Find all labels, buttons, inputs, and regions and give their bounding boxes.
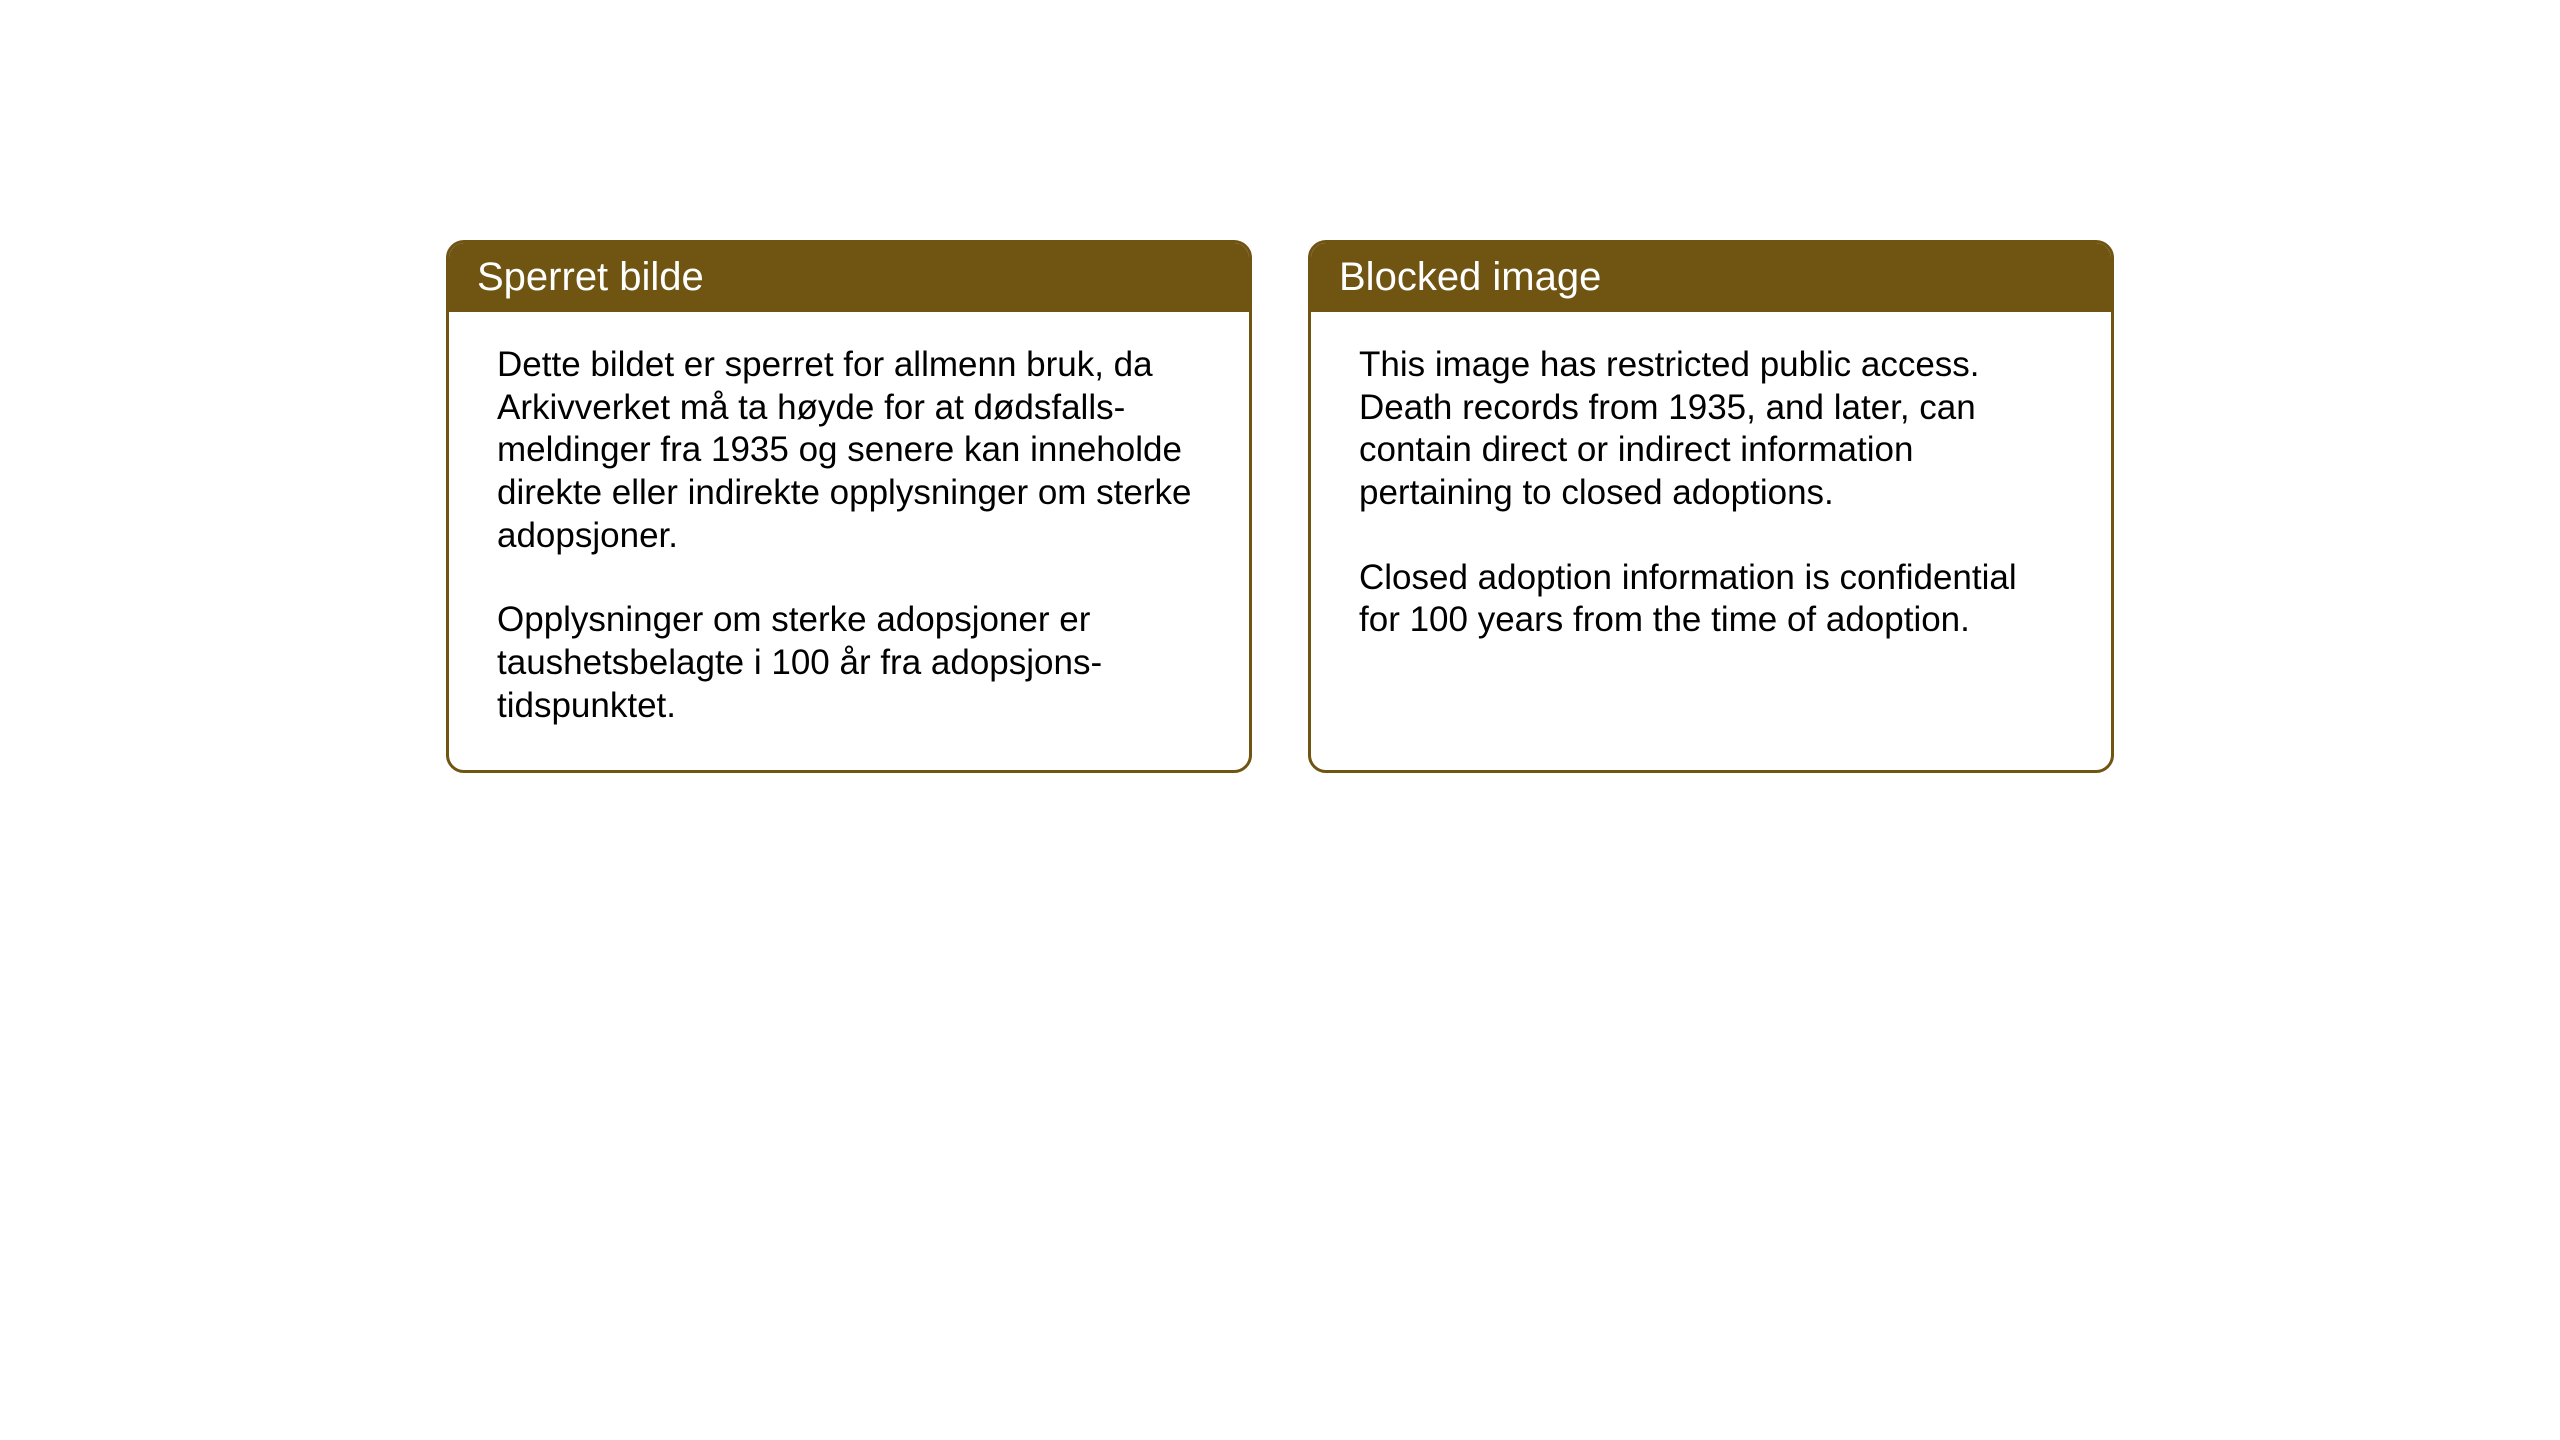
english-card-title: Blocked image	[1311, 243, 2111, 312]
english-card: Blocked image This image has restricted …	[1308, 240, 2114, 773]
notice-container: Sperret bilde Dette bildet er sperret fo…	[446, 240, 2114, 773]
english-paragraph-1: This image has restricted public access.…	[1359, 344, 2063, 515]
norwegian-card-title: Sperret bilde	[449, 243, 1249, 312]
norwegian-card: Sperret bilde Dette bildet er sperret fo…	[446, 240, 1252, 773]
norwegian-paragraph-2: Opplysninger om sterke adopsjoner er tau…	[497, 599, 1201, 727]
norwegian-paragraph-1: Dette bildet er sperret for allmenn bruk…	[497, 344, 1201, 557]
norwegian-card-body: Dette bildet er sperret for allmenn bruk…	[449, 312, 1249, 770]
english-paragraph-2: Closed adoption information is confident…	[1359, 557, 2063, 642]
english-card-body: This image has restricted public access.…	[1311, 312, 2111, 684]
